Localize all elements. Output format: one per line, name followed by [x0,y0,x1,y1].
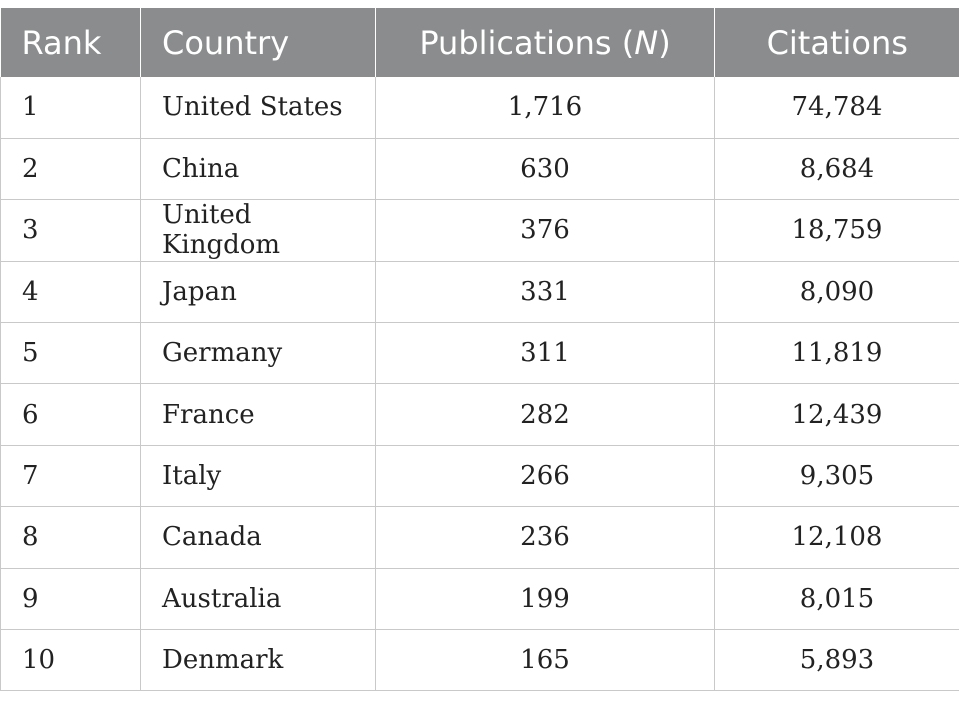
cell-rank: 1 [0,77,141,139]
cell-country: Denmark [140,629,376,692]
header-row: Rank Country Publications (N) Citations [0,8,959,77]
cell-citations: 8,015 [714,568,959,631]
table-row: 1 United States 1,716 74,784 [0,77,959,139]
table-row: 8 Canada 236 12,108 [0,506,959,569]
cell-publications: 331 [375,261,715,324]
cell-citations: 8,684 [714,138,959,201]
header-publications-prefix: Publications ( [419,23,635,62]
cell-publications: 236 [375,506,715,569]
header-publications: Publications (N) [375,8,715,77]
cell-rank: 9 [0,568,141,631]
table-row: 5 Germany 311 11,819 [0,322,959,385]
cell-citations: 12,439 [714,383,959,446]
cell-rank: 6 [0,383,141,446]
table-row: 3 United Kingdom 376 18,759 [0,199,959,262]
cell-rank: 7 [0,445,141,508]
cell-country: United Kingdom [140,199,376,262]
cell-publications: 282 [375,383,715,446]
table-row: 2 China 630 8,684 [0,138,959,201]
cell-rank: 3 [0,199,141,262]
cell-country: Japan [140,261,376,324]
cell-publications: 199 [375,568,715,631]
cell-country: France [140,383,376,446]
cell-publications: 630 [375,138,715,201]
country-publications-table: Rank Country Publications (N) Citations … [0,8,959,692]
table-header: Rank Country Publications (N) Citations [0,8,959,77]
cell-citations: 74,784 [714,77,959,139]
cell-citations: 9,305 [714,445,959,508]
cell-country: Germany [140,322,376,385]
cell-publications: 376 [375,199,715,262]
cell-country: China [140,138,376,201]
cell-rank: 10 [0,629,141,692]
cell-country: Australia [140,568,376,631]
cell-rank: 5 [0,322,141,385]
cell-country: Italy [140,445,376,508]
cell-publications: 165 [375,629,715,692]
header-publications-suffix: ) [658,23,671,62]
cell-publications: 1,716 [375,77,715,139]
cell-citations: 11,819 [714,322,959,385]
table-row: 9 Australia 199 8,015 [0,568,959,631]
cell-citations: 12,108 [714,506,959,569]
header-rank: Rank [0,8,141,77]
cell-rank: 2 [0,138,141,201]
header-citations: Citations [766,23,908,62]
cell-publications: 266 [375,445,715,508]
cell-country: Canada [140,506,376,569]
cell-publications: 311 [375,322,715,385]
table-row: 6 France 282 12,439 [0,383,959,446]
table-row: 7 Italy 266 9,305 [0,445,959,508]
table-body: 1 United States 1,716 74,784 2 China 630 8,684 3… [0,77,959,692]
header-country: Country [140,8,376,77]
cell-country: United States [140,77,376,139]
table-row: 4 Japan 331 8,090 [0,261,959,324]
table-row: 10 Denmark 165 5,893 [0,629,959,692]
header-publications-n: N [634,23,659,62]
cell-citations: 18,759 [714,199,959,262]
cell-rank: 4 [0,261,141,324]
cell-rank: 8 [0,506,141,569]
cell-citations: 5,893 [714,629,959,692]
cell-citations: 8,090 [714,261,959,324]
